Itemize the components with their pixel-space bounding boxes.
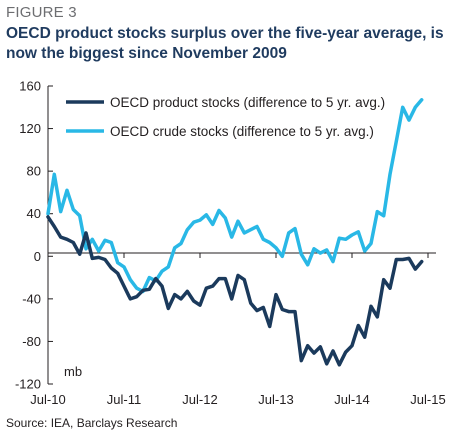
series-group — [46, 98, 424, 367]
x-tick-label: Jul-13 — [258, 392, 293, 407]
x-tick-label: Jul-11 — [107, 392, 141, 407]
legend: OECD product stocks (difference to 5 yr.… — [66, 95, 385, 139]
series-line-crude-stocks — [46, 98, 424, 294]
y-tick-label: -120 — [15, 377, 41, 392]
chart-title: OECD product stocks surplus over the fiv… — [6, 25, 444, 62]
series-line-product-stocks — [46, 215, 424, 367]
x-tick-label: Jul-12 — [182, 392, 217, 407]
y-tick-label: -40 — [22, 291, 41, 306]
y-tick-label: 40 — [27, 206, 41, 221]
axes — [47, 86, 436, 384]
y-tick-label: 160 — [19, 79, 41, 94]
x-tick-label: Jul-10 — [30, 392, 65, 407]
x-tick-label: Jul-15 — [410, 392, 445, 407]
unit-label: mb — [64, 364, 82, 379]
y-ticks: -120 -80 -40 0 40 80 120 160 — [15, 79, 53, 392]
y-tick-label: -80 — [22, 334, 41, 349]
x-tick-label: Jul-14 — [334, 392, 369, 407]
figure-label: FIGURE 3 — [6, 4, 77, 21]
y-tick-label: 0 — [34, 249, 41, 264]
legend-label-product: OECD product stocks (difference to 5 yr.… — [110, 95, 385, 110]
y-tick-label: 120 — [19, 121, 41, 136]
legend-label-crude: OECD crude stocks (difference to 5 yr. a… — [110, 124, 374, 139]
y-tick-label: 80 — [27, 164, 41, 179]
x-ticks: Jul-10 Jul-11 Jul-12 Jul-13 Jul-14 Jul-15 — [30, 253, 446, 407]
source-note: Source: IEA, Barclays Research — [6, 416, 178, 430]
